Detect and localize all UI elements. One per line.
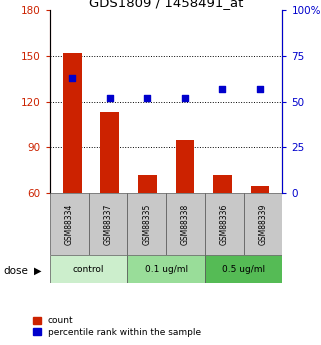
Point — [257, 86, 263, 92]
Bar — [127, 193, 166, 255]
Text: dose: dose — [3, 266, 28, 276]
Point — [220, 86, 225, 92]
Bar — [251, 186, 269, 193]
Bar — [176, 140, 194, 193]
Text: GSM88335: GSM88335 — [142, 204, 151, 245]
Legend: count, percentile rank within the sample: count, percentile rank within the sample — [33, 316, 201, 337]
Bar — [213, 175, 232, 193]
Bar — [50, 255, 127, 283]
Text: GSM88337: GSM88337 — [103, 204, 112, 245]
Bar — [205, 193, 244, 255]
Point — [145, 95, 150, 101]
Bar — [205, 255, 282, 283]
Text: control: control — [73, 265, 104, 274]
Point — [182, 95, 187, 101]
Text: GSM88336: GSM88336 — [220, 204, 229, 245]
Bar — [127, 255, 205, 283]
Text: 0.5 ug/ml: 0.5 ug/ml — [222, 265, 265, 274]
Text: GSM88334: GSM88334 — [65, 204, 74, 245]
Bar — [63, 53, 82, 193]
Bar — [244, 193, 282, 255]
Bar — [50, 193, 89, 255]
Bar — [166, 193, 205, 255]
Point — [70, 75, 75, 81]
Text: ▶: ▶ — [34, 266, 41, 276]
Text: GSM88339: GSM88339 — [259, 204, 268, 245]
Point — [107, 95, 112, 101]
Bar — [89, 193, 127, 255]
Bar — [138, 175, 157, 193]
Bar — [100, 112, 119, 193]
Text: GSM88338: GSM88338 — [181, 204, 190, 245]
Text: 0.1 ug/ml: 0.1 ug/ml — [144, 265, 188, 274]
Title: GDS1809 / 1458491_at: GDS1809 / 1458491_at — [89, 0, 243, 9]
